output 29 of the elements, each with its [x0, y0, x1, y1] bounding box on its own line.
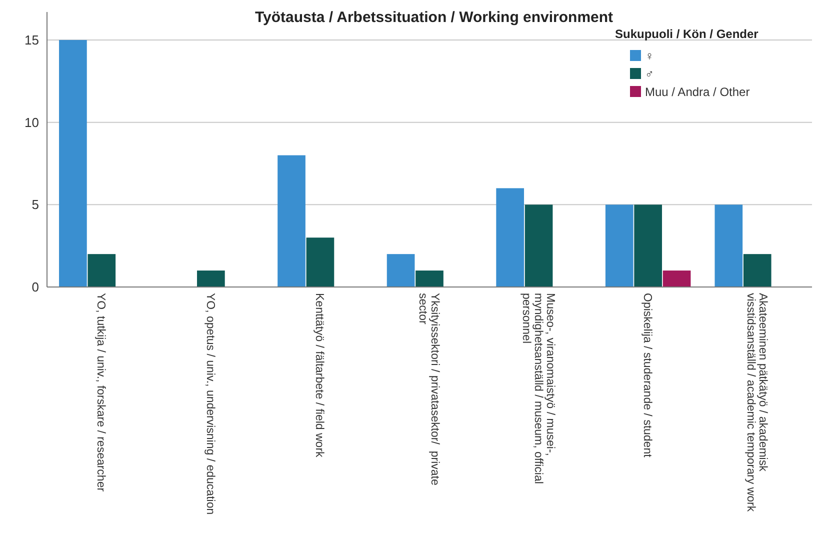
bar [743, 254, 772, 287]
legend-label: ♂ [645, 67, 654, 82]
bar [306, 238, 334, 287]
legend-title: Sukupuoli / Kön / Gender [615, 27, 759, 41]
y-tick-label: 5 [32, 197, 39, 212]
y-tick-label: 0 [32, 280, 39, 295]
bar [88, 254, 116, 287]
bar [524, 204, 553, 287]
bar [662, 270, 691, 287]
x-tick-label: YO, opetus / univ., undervisning / education [204, 293, 216, 515]
chart-title: Työtausta / Arbetssituation / Working environment [254, 9, 614, 26]
x-tick-label: YO, tutkija / univ., forskare / researcher [94, 293, 107, 492]
x-tick-label: Museo-, viranomaistyö / musei-, myndighetsanställd / museum, official personnel [520, 293, 556, 484]
x-tick-label: Kenttätyö / fältarbete / field work [313, 293, 326, 458]
bar [634, 204, 662, 287]
bar [386, 254, 415, 287]
bar [605, 204, 634, 287]
bar [714, 204, 743, 287]
bar [278, 155, 306, 287]
y-tick-label: 10 [24, 114, 39, 130]
bar [59, 40, 87, 287]
legend-label: ♀ [645, 49, 654, 64]
bar [416, 270, 444, 287]
bar [197, 270, 225, 287]
x-tick-label: Yksityissektori / privatasektor/ private sector [416, 293, 440, 486]
x-tick-label: Opiskelija / studerande / student [641, 293, 654, 458]
y-tick-label: 15 [24, 32, 39, 48]
legend-label: Muu / Andra / Other [645, 85, 750, 100]
bar [496, 188, 524, 287]
